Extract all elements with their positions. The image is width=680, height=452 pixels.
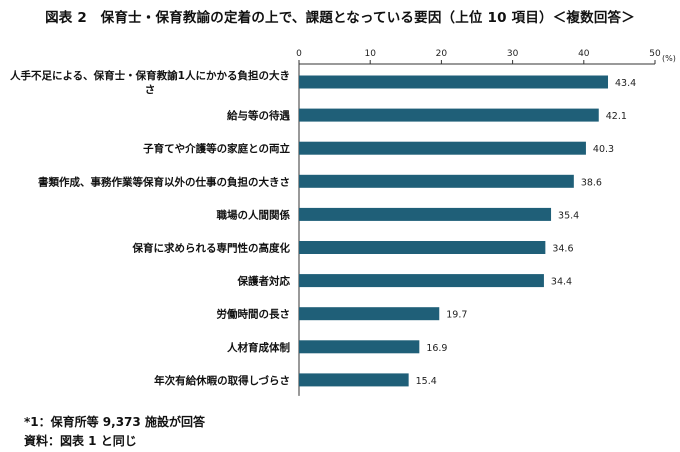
chart-title: 図表 2 保育士・保育教諭の定着の上で、課題となっている要因（上位 10 項目）… [45, 10, 635, 26]
bar-value-label: 42.1 [606, 111, 627, 122]
bar-value-label: 34.6 [552, 244, 573, 255]
x-tick-label: 50 [649, 49, 661, 59]
bar [299, 241, 546, 254]
category-label: 人材育成体制 [227, 341, 290, 354]
category-label: 労働時間の長さ [217, 308, 291, 321]
bar-value-label: 35.4 [558, 210, 579, 221]
bar [299, 373, 409, 387]
category-label: 職場の人間関係 [217, 208, 291, 221]
bar [299, 108, 599, 122]
bar [299, 75, 609, 89]
bar-value-label: 40.3 [593, 144, 614, 155]
category-label: 保護者対応 [237, 275, 291, 288]
x-tick-label: 40 [578, 49, 590, 59]
unit-label: (%) [662, 54, 676, 63]
bar-chart: 0 10 20 30 40 50 (%) 43.4 人手不足による、保育士・保育教諭1人にかかる… [10, 49, 676, 396]
x-tick-label: 30 [507, 49, 519, 59]
x-tick-label: 10 [364, 49, 376, 59]
footnote-source: 資料：図表 1 と同じ [24, 434, 137, 448]
category-label: 子育てや介護等の家庭との両立 [143, 142, 290, 155]
bar [299, 174, 574, 188]
bar [299, 141, 586, 155]
category-label: 書類作成、事務作業等保育以外の仕事の負担の大きさ [38, 175, 290, 188]
category-label-continuation: さ [145, 84, 156, 96]
bar [299, 207, 552, 221]
footnote-respondents: *1：保育所等 9,373 施設が回答 [24, 415, 205, 429]
x-tick-label: 20 [436, 49, 448, 59]
bar-value-label: 19.7 [446, 310, 467, 321]
bar-value-label: 38.6 [581, 177, 602, 188]
bar [299, 340, 420, 354]
x-tick-label: 0 [296, 49, 302, 59]
bar-value-label: 15.4 [416, 376, 437, 387]
bar-value-label: 34.4 [551, 277, 572, 288]
bar-value-label: 16.9 [426, 343, 447, 354]
bar-value-label: 43.4 [615, 78, 636, 89]
bar [299, 307, 440, 321]
category-label: 年次有給休暇の取得しづらさ [154, 374, 290, 387]
category-label: 保育に求められる専門性の高度化 [132, 242, 291, 255]
category-label: 人手不足による、保育士・保育教諭1人にかかる負担の大き [10, 69, 290, 82]
category-label: 給与等の待遇 [227, 109, 290, 122]
bar [299, 274, 544, 288]
